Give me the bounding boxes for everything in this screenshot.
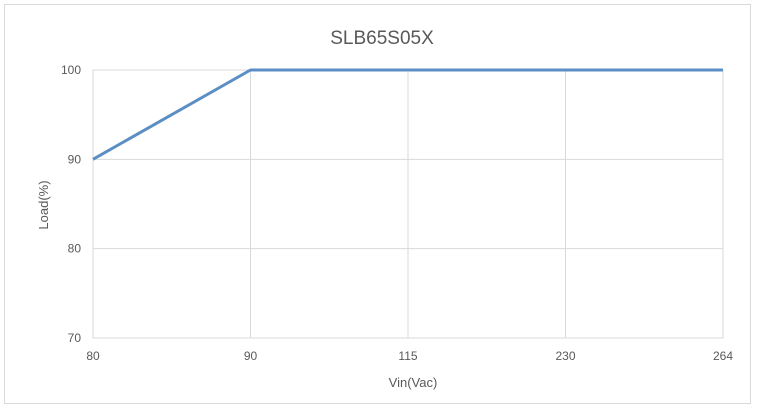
gridlines <box>92 69 724 339</box>
x-tick-label-90: 90 <box>244 349 258 363</box>
series-line-0 <box>92 68 723 161</box>
x-axis-label: Vin(Vac) <box>389 375 438 390</box>
y-tick-label-80: 80 <box>68 242 82 256</box>
x-tick-label-230: 230 <box>555 349 575 363</box>
y-tick-label-70: 70 <box>68 331 82 345</box>
x-tick-label-115: 115 <box>398 349 417 363</box>
y-tick-label-100: 100 <box>61 63 81 77</box>
x-tick-label-80: 80 <box>86 349 100 363</box>
x-tick-labels: 80 90 115 230 264 <box>86 349 733 363</box>
y-tick-labels: 70 80 90 100 <box>61 63 81 345</box>
y-axis-label: Load(%) <box>36 180 51 229</box>
x-tick-label-264: 264 <box>713 349 733 363</box>
chart-title: SLB65S05X <box>330 28 434 49</box>
y-tick-label-90: 90 <box>68 152 82 166</box>
series-layer <box>92 68 723 161</box>
